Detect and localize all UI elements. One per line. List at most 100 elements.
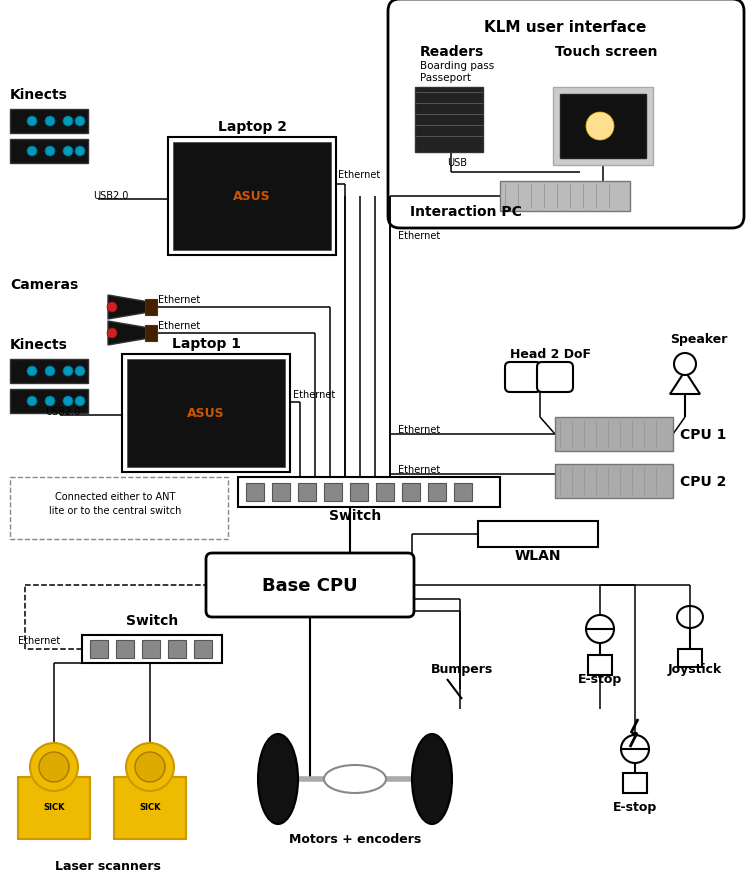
Text: ASUS: ASUS bbox=[233, 191, 271, 204]
Text: KLM user interface: KLM user interface bbox=[484, 20, 646, 35]
Bar bbox=[454, 484, 472, 501]
Bar bbox=[478, 522, 598, 547]
Text: SICK: SICK bbox=[44, 802, 64, 811]
Circle shape bbox=[107, 303, 117, 313]
Bar bbox=[116, 640, 134, 658]
Text: Connected either to ANT: Connected either to ANT bbox=[55, 492, 176, 501]
Circle shape bbox=[27, 367, 37, 377]
Bar bbox=[238, 478, 500, 507]
Bar bbox=[122, 355, 290, 472]
FancyBboxPatch shape bbox=[537, 363, 573, 392]
Text: ASUS: ASUS bbox=[188, 407, 225, 420]
Circle shape bbox=[45, 397, 55, 407]
Circle shape bbox=[75, 367, 85, 377]
Text: Ethernet: Ethernet bbox=[158, 295, 200, 305]
Text: Laptop 1: Laptop 1 bbox=[172, 336, 241, 350]
Text: Kinects: Kinects bbox=[10, 338, 68, 351]
Text: Head 2 DoF: Head 2 DoF bbox=[510, 348, 591, 361]
Circle shape bbox=[621, 735, 649, 763]
Circle shape bbox=[27, 117, 37, 126]
Bar bbox=[10, 478, 228, 539]
FancyBboxPatch shape bbox=[505, 363, 541, 392]
Circle shape bbox=[586, 113, 614, 140]
Circle shape bbox=[75, 147, 85, 157]
Bar bbox=[402, 484, 420, 501]
Text: USB2.0: USB2.0 bbox=[45, 407, 80, 416]
Text: Ethernet: Ethernet bbox=[398, 464, 440, 474]
Text: Laptop 2: Laptop 2 bbox=[217, 120, 286, 133]
Bar bbox=[173, 143, 331, 251]
Bar bbox=[10, 360, 88, 384]
Text: Boarding pass: Boarding pass bbox=[420, 61, 494, 71]
Bar bbox=[553, 88, 653, 166]
Bar bbox=[376, 484, 394, 501]
Circle shape bbox=[674, 354, 696, 376]
Text: lite or to the central switch: lite or to the central switch bbox=[49, 506, 182, 515]
Circle shape bbox=[63, 367, 73, 377]
Bar bbox=[623, 774, 647, 793]
Circle shape bbox=[126, 743, 174, 791]
Bar bbox=[10, 140, 88, 164]
Circle shape bbox=[75, 397, 85, 407]
Text: Switch: Switch bbox=[328, 508, 381, 522]
Text: E-stop: E-stop bbox=[613, 801, 657, 814]
Circle shape bbox=[63, 147, 73, 157]
Text: Cameras: Cameras bbox=[10, 277, 78, 291]
Bar bbox=[500, 182, 630, 212]
Text: CPU 2: CPU 2 bbox=[680, 474, 726, 488]
Bar bbox=[246, 484, 264, 501]
Bar bbox=[324, 484, 342, 501]
Text: Passeport: Passeport bbox=[420, 73, 471, 83]
Circle shape bbox=[63, 117, 73, 126]
Text: USB2.0: USB2.0 bbox=[93, 191, 128, 201]
Bar bbox=[145, 299, 157, 315]
Polygon shape bbox=[108, 321, 155, 346]
Bar bbox=[142, 640, 160, 658]
Bar bbox=[90, 640, 108, 658]
Bar bbox=[298, 484, 316, 501]
Circle shape bbox=[586, 615, 614, 644]
Bar bbox=[10, 110, 88, 133]
Text: USB: USB bbox=[447, 158, 467, 168]
Circle shape bbox=[45, 147, 55, 157]
Bar bbox=[127, 360, 285, 467]
Text: Ethernet: Ethernet bbox=[293, 390, 335, 399]
Text: Ethernet: Ethernet bbox=[338, 169, 380, 180]
FancyBboxPatch shape bbox=[206, 553, 414, 617]
Text: WLAN: WLAN bbox=[514, 549, 561, 563]
Text: Ethernet: Ethernet bbox=[398, 425, 440, 435]
Polygon shape bbox=[108, 296, 155, 320]
Circle shape bbox=[45, 117, 55, 126]
Bar bbox=[555, 464, 673, 499]
Bar bbox=[560, 95, 646, 159]
Bar bbox=[555, 418, 673, 451]
Circle shape bbox=[75, 117, 85, 126]
Text: Speaker: Speaker bbox=[670, 333, 728, 346]
Bar bbox=[168, 138, 336, 255]
Text: Bumpers: Bumpers bbox=[430, 663, 494, 676]
FancyBboxPatch shape bbox=[388, 0, 744, 229]
Circle shape bbox=[135, 752, 165, 782]
Bar bbox=[350, 484, 368, 501]
Circle shape bbox=[30, 743, 78, 791]
Ellipse shape bbox=[324, 765, 386, 793]
Bar bbox=[415, 88, 483, 153]
Bar bbox=[428, 484, 446, 501]
Circle shape bbox=[27, 397, 37, 407]
Text: CPU 1: CPU 1 bbox=[680, 428, 726, 442]
Text: Joystick: Joystick bbox=[668, 663, 722, 676]
Text: E-stop: E-stop bbox=[578, 673, 622, 686]
Text: Motors + encoders: Motors + encoders bbox=[289, 832, 422, 846]
Bar bbox=[114, 777, 186, 839]
Circle shape bbox=[45, 367, 55, 377]
Text: SICK: SICK bbox=[140, 802, 160, 811]
Text: Laser scanners: Laser scanners bbox=[55, 860, 161, 873]
Text: Switch: Switch bbox=[126, 614, 178, 627]
Text: Kinects: Kinects bbox=[10, 88, 68, 102]
Text: Ethernet: Ethernet bbox=[18, 636, 60, 645]
Circle shape bbox=[63, 397, 73, 407]
Text: Ethernet: Ethernet bbox=[398, 231, 440, 241]
Text: Readers: Readers bbox=[420, 45, 484, 59]
Bar bbox=[168, 640, 186, 658]
Text: Base CPU: Base CPU bbox=[262, 576, 358, 594]
